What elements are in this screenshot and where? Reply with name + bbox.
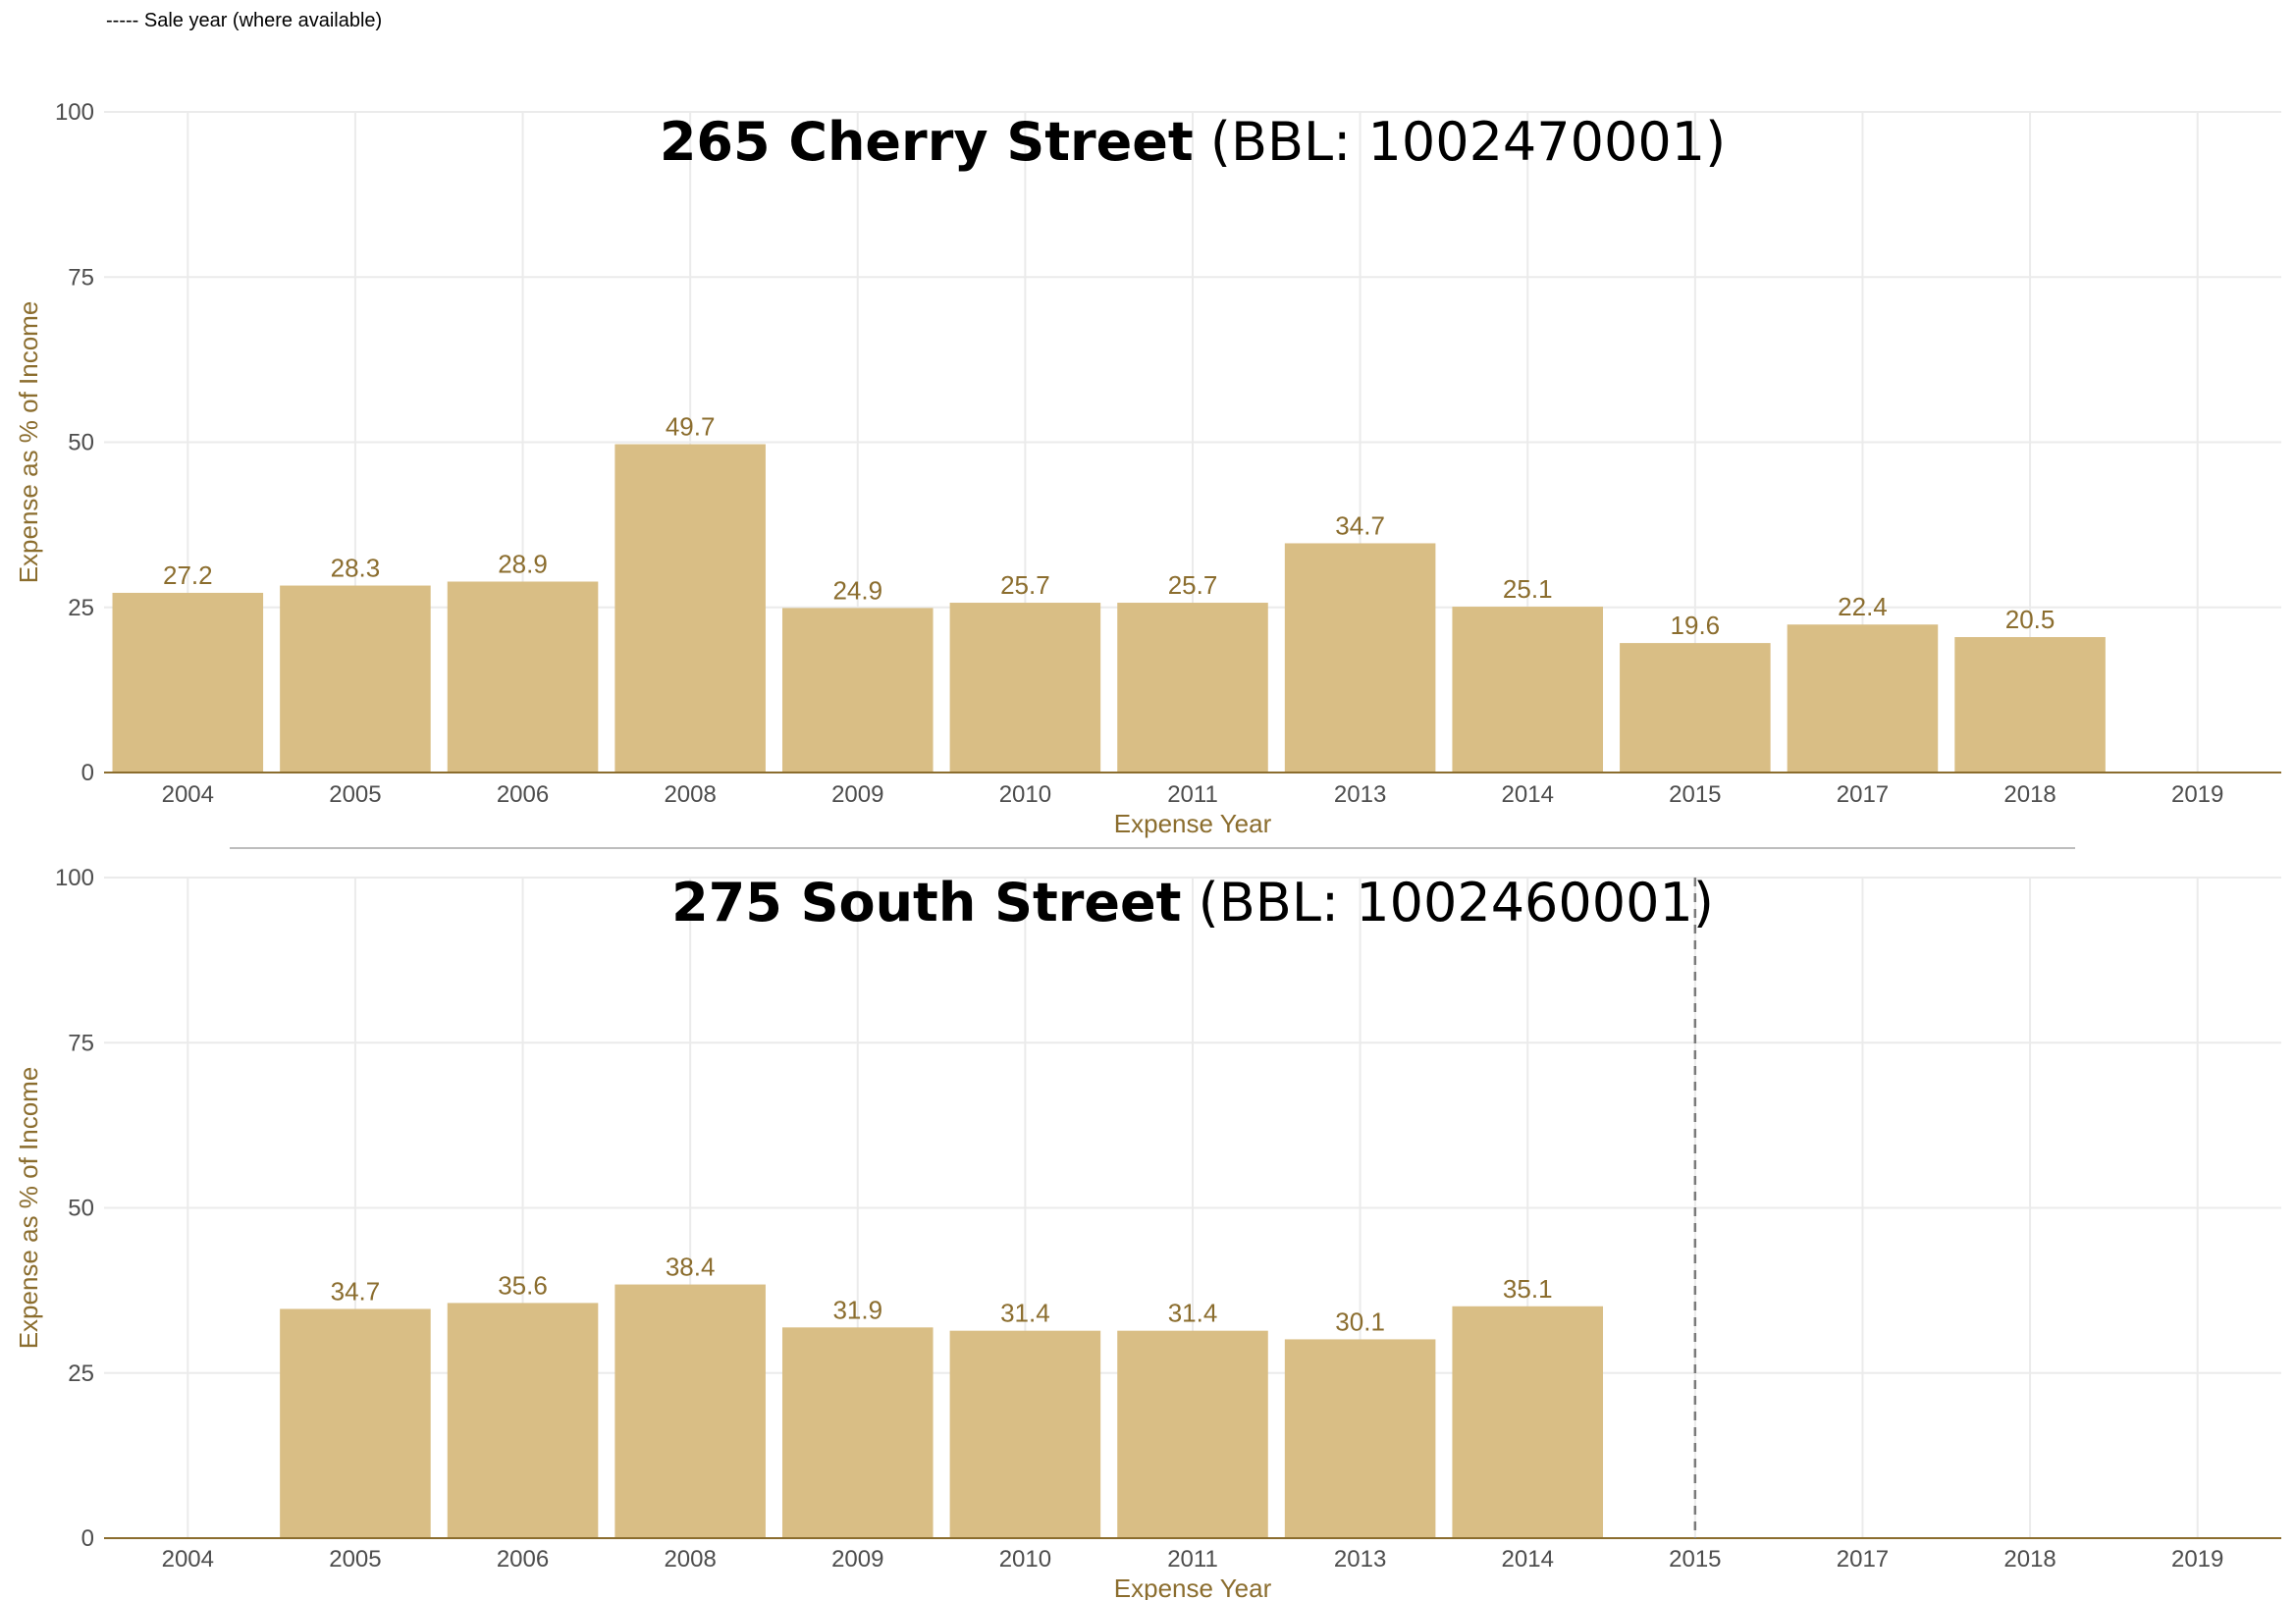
data-label-2010: 25.7	[1000, 570, 1050, 600]
chart-separator	[230, 847, 2075, 849]
data-label-2006: 35.6	[498, 1270, 548, 1300]
data-label-2008: 49.7	[666, 412, 716, 442]
x-tick-label: 2013	[1334, 1546, 1386, 1573]
chart-title-address: 265 Cherry Street	[660, 111, 1194, 173]
x-tick-label: 2005	[329, 781, 381, 808]
data-label-2005: 34.7	[331, 1276, 381, 1306]
data-label-2013: 30.1	[1335, 1307, 1385, 1336]
bar-2011	[1117, 603, 1268, 773]
legend-note: ----- Sale year (where available)	[106, 10, 383, 31]
data-label-2010: 31.4	[1000, 1299, 1050, 1328]
data-label-2004: 27.2	[163, 560, 213, 590]
x-tick-label: 2019	[2171, 1546, 2223, 1573]
x-tick-label: 2015	[1669, 781, 1721, 808]
data-label-2018: 20.5	[2005, 605, 2056, 634]
x-tick-label: 2005	[329, 1546, 381, 1573]
bar-2009	[781, 608, 934, 773]
data-label-2011: 25.7	[1168, 570, 1218, 600]
chart-title-bbl: (BBL: 1002460001)	[1182, 872, 1714, 933]
x-tick-label: 2014	[1502, 1546, 1554, 1573]
y-tick-label: 0	[81, 1525, 94, 1552]
y-tick-label: 50	[68, 1196, 94, 1222]
bar-2009	[781, 1327, 934, 1538]
x-tick-label: 2015	[1669, 1546, 1721, 1573]
data-label-2005: 28.3	[331, 554, 381, 583]
x-tick-label: 2018	[2003, 1546, 2056, 1573]
bar-2005	[280, 1308, 431, 1538]
data-label-2011: 31.4	[1168, 1299, 1218, 1328]
chart-cherry-street: 0 25 50 75 100 27.2 28.3 28.9 49.7 24.9 25.7 25.7 34…	[14, 99, 2281, 838]
data-label-2014: 25.1	[1503, 574, 1553, 604]
x-tick-label: 2010	[999, 781, 1051, 808]
x-tick-label: 2008	[664, 1546, 716, 1573]
data-label-2017: 22.4	[1838, 592, 1888, 621]
x-tick-label: 2004	[162, 781, 214, 808]
x-tick-label: 2006	[497, 781, 549, 808]
data-label-2009: 24.9	[832, 575, 882, 605]
x-tick-label: 2008	[664, 781, 716, 808]
x-tick-label: 2006	[497, 1546, 549, 1573]
data-label-2015: 19.6	[1671, 611, 1721, 640]
y-tick-label: 25	[68, 595, 94, 621]
data-label-2008: 38.4	[666, 1253, 716, 1282]
x-tick-label: 2009	[831, 781, 883, 808]
bar-2010	[949, 603, 1101, 773]
bar-2017	[1787, 624, 1939, 773]
x-tick-label: 2018	[2003, 781, 2056, 808]
bar-2008	[614, 444, 766, 773]
x-tick-label: 2014	[1502, 781, 1554, 808]
x-tick-label: 2004	[162, 1546, 214, 1573]
data-label-2006: 28.9	[498, 550, 548, 579]
y-tick-label: 75	[68, 1030, 94, 1056]
y-tick-label: 0	[81, 760, 94, 786]
data-label-2014: 35.1	[1503, 1274, 1553, 1304]
bar-2004	[112, 592, 264, 773]
bar-2006	[447, 1303, 599, 1538]
x-tick-label: 2019	[2171, 781, 2223, 808]
chart-title: 275 South Street (BBL: 1002460001)	[671, 872, 1714, 933]
bar-2014	[1452, 1306, 1604, 1538]
y-axis-title: Expense as % of Income	[14, 1067, 43, 1350]
bar-2013	[1284, 543, 1436, 773]
x-tick-label: 2010	[999, 1546, 1051, 1573]
x-tick-label: 2013	[1334, 781, 1386, 808]
data-label-2009: 31.9	[832, 1295, 882, 1324]
bar-2014	[1452, 607, 1604, 773]
x-tick-label: 2011	[1167, 1546, 1218, 1573]
x-tick-label: 2009	[831, 1546, 883, 1573]
bar-2011	[1117, 1330, 1268, 1538]
y-tick-label: 75	[68, 264, 94, 291]
x-axis-title: Expense Year	[1114, 1573, 1272, 1600]
bar-2006	[447, 581, 599, 773]
bar-2013	[1284, 1339, 1436, 1538]
y-tick-label: 25	[68, 1360, 94, 1387]
x-tick-label: 2011	[1167, 781, 1218, 808]
bar-2018	[1954, 637, 2106, 773]
bar-2010	[949, 1330, 1101, 1538]
x-axis-title: Expense Year	[1114, 809, 1272, 838]
bar-2005	[280, 585, 431, 773]
y-axis-title: Expense as % of Income	[14, 301, 43, 584]
x-tick-label: 2017	[1837, 781, 1889, 808]
chart-title-address: 275 South Street	[671, 872, 1181, 933]
bar-2015	[1620, 643, 1771, 773]
y-tick-label: 100	[55, 865, 94, 891]
chart-title-bbl: (BBL: 1002470001)	[1194, 111, 1726, 173]
x-tick-label: 2017	[1837, 1546, 1889, 1573]
chart-title: 265 Cherry Street (BBL: 1002470001)	[660, 111, 1726, 173]
data-label-2013: 34.7	[1335, 510, 1385, 540]
y-tick-label: 50	[68, 430, 94, 456]
bar-2008	[614, 1284, 766, 1538]
y-tick-label: 100	[55, 99, 94, 126]
